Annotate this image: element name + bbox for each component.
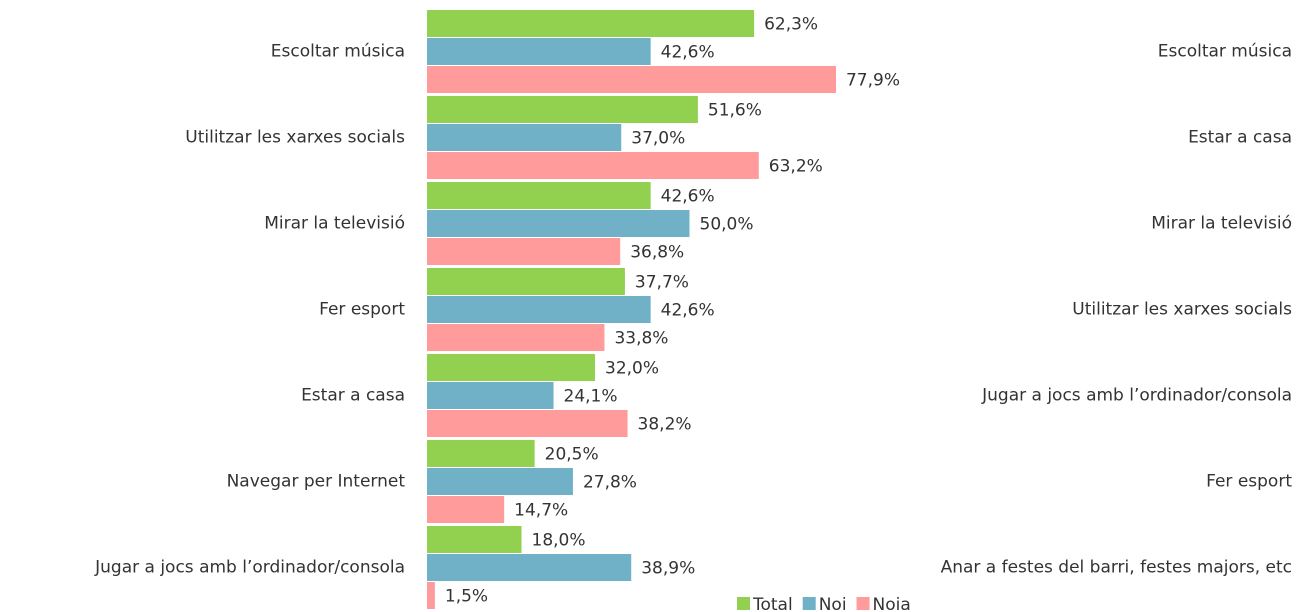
bar	[427, 10, 755, 37]
bar	[427, 124, 622, 151]
bar	[427, 210, 690, 237]
bar	[427, 268, 625, 295]
value-label: 33,8%	[614, 329, 668, 349]
value-label: 37,0%	[631, 129, 685, 149]
bar	[427, 468, 573, 495]
value-label: 42,6%	[661, 43, 715, 63]
bar	[427, 410, 628, 437]
bar	[427, 496, 505, 523]
right-category-label: Estar a casa	[1188, 128, 1292, 148]
value-label: 14,7%	[514, 501, 568, 521]
category-label: Fer esport	[319, 300, 405, 320]
value-label: 1,5%	[445, 587, 488, 607]
value-label: 51,6%	[708, 101, 762, 121]
bar	[427, 182, 651, 209]
bar	[427, 554, 632, 581]
right-category-label: Utilitzar les xarxes socials	[1072, 300, 1292, 320]
bar	[427, 354, 595, 381]
bar	[427, 296, 651, 323]
bar	[427, 96, 698, 123]
bar	[427, 324, 605, 351]
bar	[427, 526, 522, 553]
bar	[427, 440, 535, 467]
value-label: 37,7%	[635, 273, 689, 293]
value-label: 32,0%	[605, 359, 659, 379]
value-label: 63,2%	[769, 157, 823, 177]
value-label: 50,0%	[700, 215, 754, 235]
value-label: 18,0%	[532, 531, 586, 551]
category-label: Navegar per Internet	[227, 472, 406, 492]
legend-label: Noia	[873, 595, 911, 612]
bar	[427, 238, 621, 265]
value-label: 38,2%	[638, 415, 692, 435]
value-label: 27,8%	[583, 473, 637, 493]
right-category-label: Anar a festes del barri, festes majors, …	[941, 558, 1292, 578]
right-category-label: Jugar a jocs amb l’ordinador/consola	[981, 386, 1292, 406]
legend-swatch	[737, 597, 750, 610]
legend-label: Noi	[819, 595, 847, 612]
value-label: 77,9%	[846, 71, 900, 91]
bar	[427, 152, 759, 179]
value-label: 42,6%	[661, 301, 715, 321]
category-label: Estar a casa	[301, 386, 405, 406]
value-label: 38,9%	[641, 559, 695, 579]
value-label: 36,8%	[630, 243, 684, 263]
value-label: 24,1%	[564, 387, 618, 407]
legend-label: Total	[752, 595, 793, 612]
right-category-label: Escoltar música	[1158, 42, 1292, 62]
bar	[427, 38, 651, 65]
value-label: 20,5%	[545, 445, 599, 465]
right-category-label: Mirar la televisió	[1151, 214, 1292, 234]
bar	[427, 582, 435, 609]
category-label: Utilitzar les xarxes socials	[185, 128, 405, 148]
category-label: Mirar la televisió	[264, 214, 405, 234]
legend-swatch	[802, 597, 816, 610]
bar	[427, 66, 836, 93]
right-category-label: Fer esport	[1206, 472, 1292, 492]
legend-swatch	[856, 597, 870, 610]
bar	[427, 382, 554, 409]
value-label: 62,3%	[764, 15, 818, 35]
category-label: Jugar a jocs amb l’ordinador/consola	[94, 558, 405, 578]
value-label: 42,6%	[661, 187, 715, 207]
category-label: Escoltar música	[271, 42, 405, 62]
